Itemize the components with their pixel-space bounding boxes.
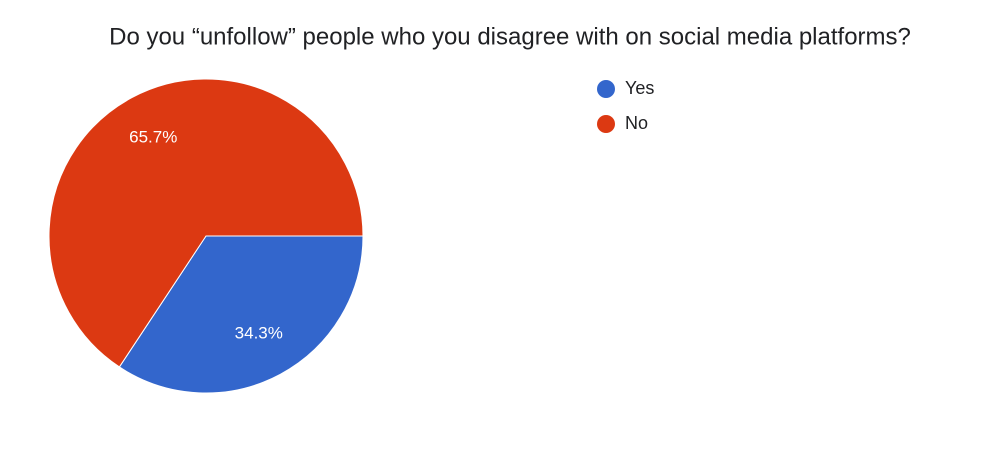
legend-label: Yes [625,78,654,98]
legend-marker [597,115,615,133]
slice-label: 34.3% [235,324,283,343]
legend-label: No [625,113,648,133]
pie-slice [48,78,364,368]
slice-label: 65.7% [129,127,177,146]
legend-marker [597,80,615,98]
chart-title: Do you “unfollow” people who you disagre… [109,23,911,50]
